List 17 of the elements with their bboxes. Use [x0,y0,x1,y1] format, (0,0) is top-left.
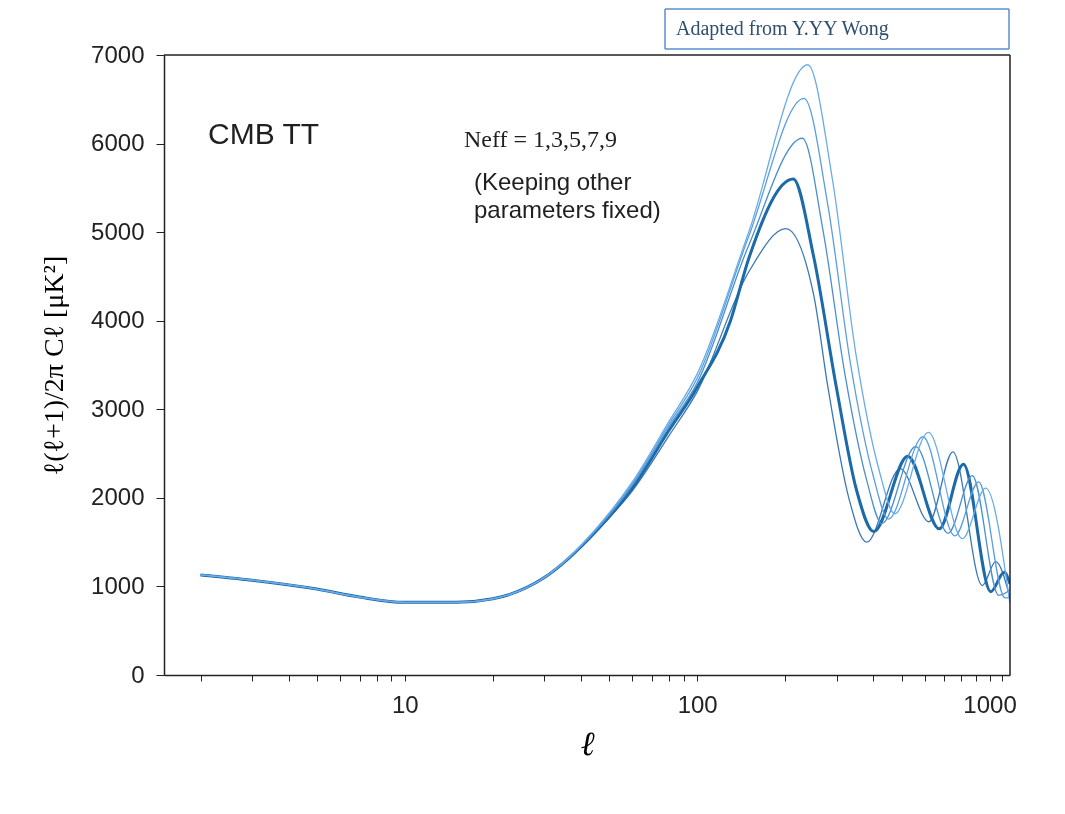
x-tick-label: 10 [392,690,419,718]
y-tick-label: 0 [131,660,145,688]
y-tick-label: 2000 [91,483,145,511]
y-axis-title: ℓ(ℓ+1)/2π Cℓ [μK²] [38,255,70,476]
annotation: CMB TT [208,117,320,150]
x-tick-label: 100 [677,690,718,718]
y-tick-label: 4000 [91,306,145,334]
y-tick-label: 5000 [91,217,145,245]
y-tick-label: 3000 [91,394,145,422]
x-axis-title: ℓ [580,724,595,762]
y-tick-label: 7000 [91,40,145,68]
text: Adapted from Y.YY Wong [676,17,889,40]
annotation: Neff = 1,3,5,7,9 [464,126,618,152]
y-tick-label: 6000 [91,129,145,157]
x-tick-label: 1000 [963,690,1017,718]
y-tick-label: 1000 [91,571,145,599]
annotation: (Keeping other parameters fixed) [474,168,661,223]
